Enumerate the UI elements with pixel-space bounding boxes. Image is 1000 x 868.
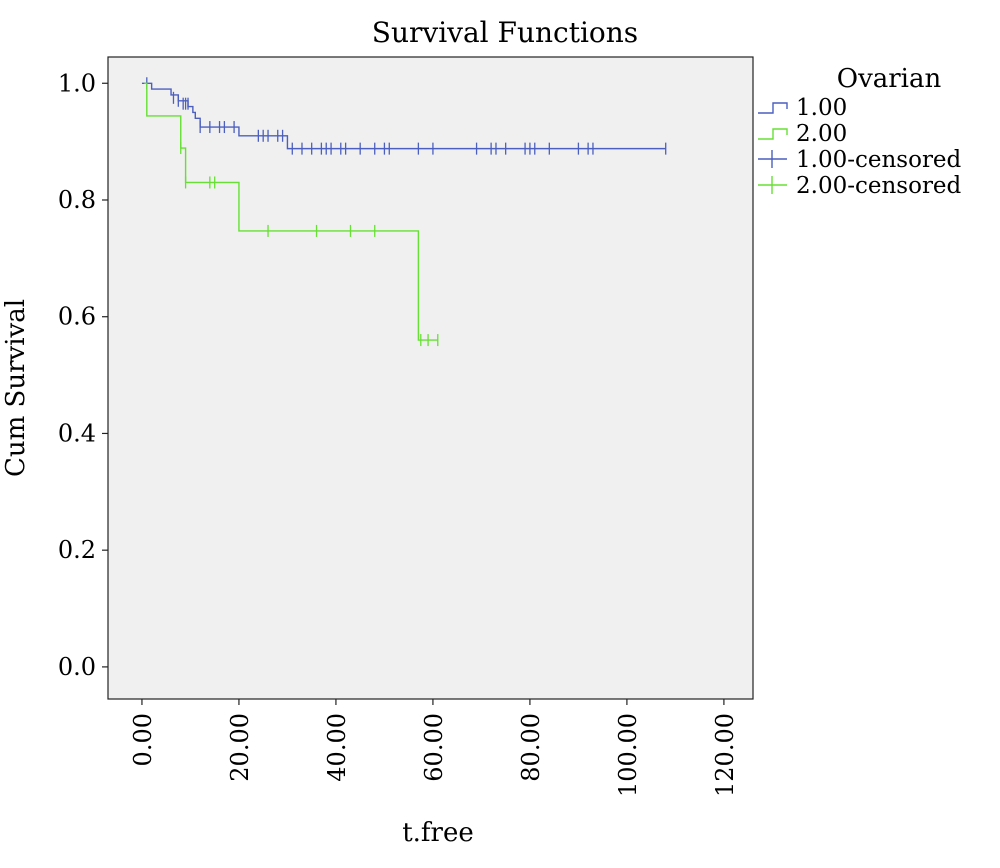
x-tick-label: 100.00 bbox=[614, 713, 642, 797]
y-tick-label: 0.4 bbox=[58, 419, 96, 447]
series-line-2 bbox=[144, 82, 438, 341]
y-tick-label: 0.2 bbox=[58, 536, 96, 564]
y-tick-label: 0.0 bbox=[58, 653, 96, 681]
y-tick-label: 0.6 bbox=[58, 303, 96, 331]
legend-plus-icon bbox=[758, 150, 787, 168]
y-tick-label: 1.0 bbox=[58, 69, 96, 97]
y-axis-label: Cum Survival bbox=[1, 299, 31, 477]
y-axis: 0.0 0.2 0.4 0.6 0.8 1.0 bbox=[58, 69, 108, 681]
legend-plus-icon bbox=[758, 176, 787, 194]
legend-entry: 1.00 bbox=[796, 95, 847, 121]
legend-entry: 2.00-censored bbox=[796, 173, 962, 199]
x-tick-label: 60.00 bbox=[420, 713, 448, 782]
x-axis: 0.00 20.00 40.00 60.00 80.00 100.00 120.00 bbox=[129, 699, 739, 797]
series-line-1 bbox=[141, 82, 666, 150]
legend-title: Ovarian bbox=[837, 64, 942, 94]
x-tick-label: 80.00 bbox=[517, 713, 545, 782]
chart-title: Survival Functions bbox=[372, 16, 638, 49]
legend: Ovarian 1.002.001.00-censored2.00-censor… bbox=[758, 64, 962, 199]
legend-entry: 2.00 bbox=[796, 121, 847, 147]
series-layer bbox=[141, 77, 667, 347]
x-tick-label: 20.00 bbox=[226, 713, 254, 782]
x-tick-label: 0.00 bbox=[129, 713, 157, 766]
plot-area bbox=[107, 56, 754, 700]
x-axis-label: t.free bbox=[402, 818, 474, 848]
legend-step-icon bbox=[758, 128, 788, 140]
legend-step-icon bbox=[758, 102, 788, 114]
x-tick-label: 40.00 bbox=[323, 713, 351, 782]
y-tick-label: 0.8 bbox=[58, 186, 96, 214]
x-tick-label: 120.00 bbox=[711, 713, 739, 797]
legend-entry: 1.00-censored bbox=[796, 147, 962, 173]
